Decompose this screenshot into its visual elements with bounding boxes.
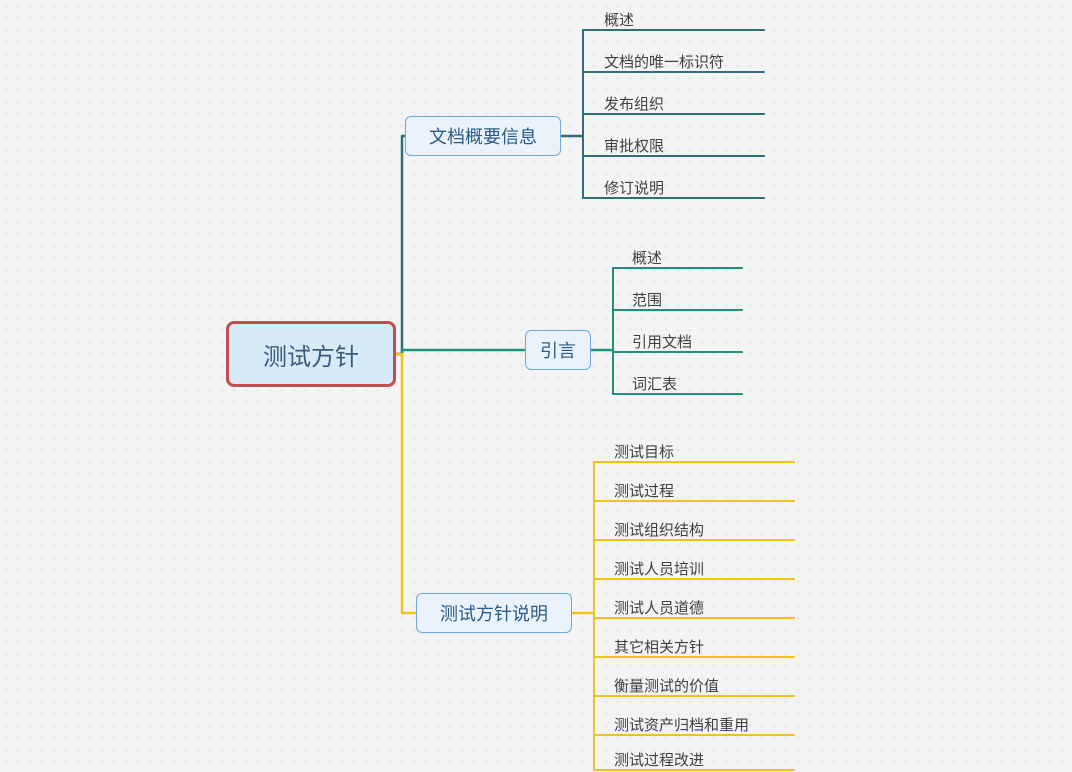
leaf-b3-3[interactable]: 测试人员培训: [614, 558, 704, 579]
leaf-b2-3[interactable]: 词汇表: [632, 373, 677, 394]
leaf-b1-3[interactable]: 审批权限: [604, 135, 664, 156]
leaf-b1-4[interactable]: 修订说明: [604, 177, 664, 198]
leaf-b2-1[interactable]: 范围: [632, 289, 662, 310]
branch-node-b2[interactable]: 引言: [525, 330, 591, 370]
leaf-b3-1[interactable]: 测试过程: [614, 480, 674, 501]
leaf-b2-2[interactable]: 引用文档: [632, 331, 692, 352]
leaf-b1-2[interactable]: 发布组织: [604, 93, 664, 114]
branch-node-b1[interactable]: 文档概要信息: [405, 116, 561, 156]
leaf-b1-1[interactable]: 文档的唯一标识符: [604, 51, 724, 72]
leaf-b3-0[interactable]: 测试目标: [614, 441, 674, 462]
leaf-b3-5[interactable]: 其它相关方针: [614, 636, 704, 657]
branch-node-b3[interactable]: 测试方针说明: [416, 593, 572, 633]
leaf-b3-8[interactable]: 测试过程改进: [614, 749, 704, 770]
leaf-b3-6[interactable]: 衡量测试的价值: [614, 675, 719, 696]
leaf-b3-7[interactable]: 测试资产归档和重用: [614, 714, 749, 735]
root-node[interactable]: 测试方针: [226, 321, 396, 387]
leaf-b1-0[interactable]: 概述: [604, 9, 634, 30]
leaf-b3-4[interactable]: 测试人员道德: [614, 597, 704, 618]
leaf-b2-0[interactable]: 概述: [632, 247, 662, 268]
leaf-b3-2[interactable]: 测试组织结构: [614, 519, 704, 540]
